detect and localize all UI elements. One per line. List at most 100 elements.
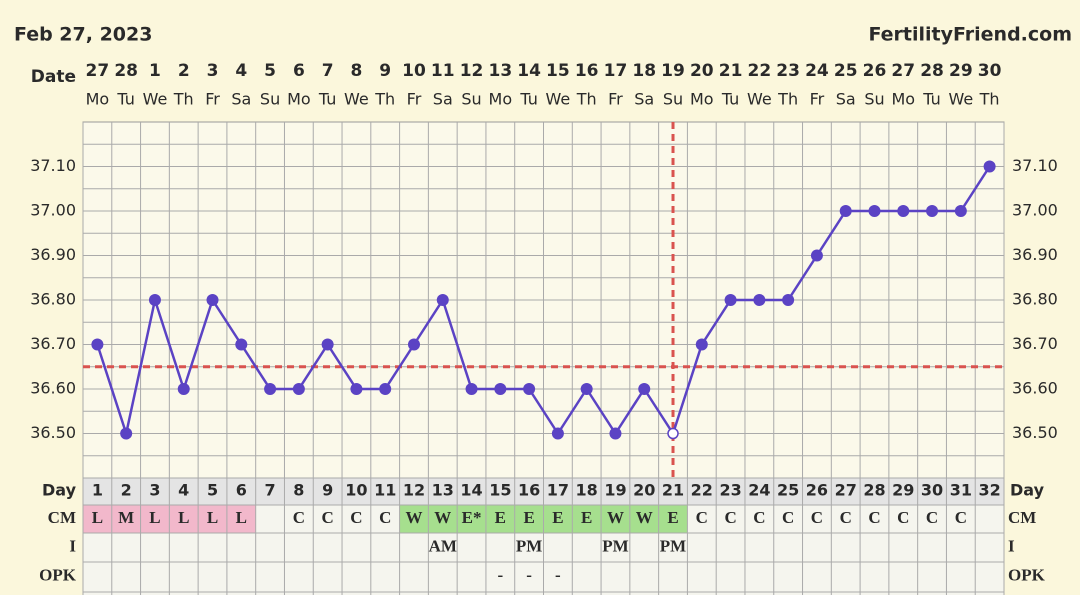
weekday: Mo [690,90,714,109]
day-number: 19 [604,481,626,500]
date: 27 [891,61,915,81]
cell-text: - [555,565,561,584]
day-number: 11 [374,481,396,500]
weekday: We [344,90,369,109]
y-tick-label: 37.10 [30,156,76,175]
cell-text: C [350,508,362,527]
day-number: 32 [978,481,1000,500]
cell-text: C [696,508,708,527]
temperature-point [350,383,363,395]
date: 8 [351,61,363,81]
cell-text: C [293,508,305,527]
weekday: Mo [891,90,915,109]
day-number: 22 [691,481,713,500]
day-number: 10 [345,481,367,500]
row-label-right: CM [1008,508,1036,527]
cell-text: W [607,508,624,527]
cm-highlight [572,505,602,533]
cell-text: E [552,508,563,527]
cm-highlight [658,505,688,533]
weekday: Su [461,90,481,109]
date: 4 [235,61,247,81]
cell-text: C [379,508,391,527]
cell-text: C [724,508,736,527]
date: 12 [460,61,484,81]
temperature-point [91,338,104,351]
cell-text: L [178,508,189,527]
temperature-point [609,427,622,440]
cell-text: C [753,508,765,527]
day-number: 17 [547,481,569,500]
cell-text: - [497,565,503,584]
date: 22 [748,61,772,81]
day-number: 12 [403,481,425,500]
temperature-point [954,205,967,217]
row-label: OPK [39,565,77,584]
y-tick-label-right: 36.80 [1012,290,1058,309]
cell-text: AM [429,536,457,555]
temperature-point [983,160,996,173]
date: 27 [86,61,110,81]
cell-text: E [667,508,678,527]
temperature-point [580,383,593,395]
day-number: 9 [322,481,333,500]
weekday: Fr [205,90,220,109]
weekday: Sa [836,90,856,109]
temperature-point [321,338,334,351]
cell-text: L [236,508,247,527]
date: 25 [834,61,858,81]
day-number: 2 [121,481,132,500]
weekday: Tu [116,90,134,109]
y-tick-label-right: 36.90 [1012,245,1058,264]
day-number: 16 [518,481,540,500]
day-label: Day [42,481,77,500]
cm-highlight [111,505,141,533]
temperature-point [379,383,392,395]
y-tick-label: 36.80 [30,290,76,309]
cm-highlight [226,505,256,533]
temperature-point [120,427,133,440]
weekday: Th [576,90,597,109]
temperature-point [753,294,766,306]
y-tick-label: 36.50 [30,423,76,442]
day-number: 29 [892,481,914,500]
y-tick-label-right: 37.00 [1012,201,1058,220]
cm-highlight [399,505,429,533]
day-number: 8 [293,481,304,500]
cm-highlight [457,505,486,533]
day-number: 4 [178,481,189,500]
date: 19 [661,61,685,81]
day-number: 24 [748,481,770,500]
weekday: Mo [287,90,311,109]
date: 16 [575,61,599,81]
weekday: Sa [231,90,251,109]
weekday: Sa [433,90,453,109]
temperature-point [667,427,679,440]
weekday: Su [864,90,884,109]
cell-text: PM [602,536,628,555]
date: 13 [488,61,512,81]
cm-highlight [543,505,573,533]
y-tick-label: 37.00 [30,201,76,220]
cell-text: M [118,508,134,527]
weekday: Th [777,90,798,109]
date: 15 [546,61,570,81]
weekday: Th [173,90,194,109]
weekday: Tu [519,90,537,109]
y-tick-label-right: 36.50 [1012,423,1058,442]
weekday: Fr [407,90,422,109]
temperature-point [407,338,420,351]
weekday: We [546,90,571,109]
cell-text: W [636,508,653,527]
cell-text: L [92,508,103,527]
row-label: CM [48,508,76,527]
date: 23 [776,61,800,81]
weekday: Th [374,90,395,109]
weekday: Su [663,90,683,109]
temperature-point [810,249,823,262]
y-tick-label-right: 36.60 [1012,379,1058,398]
weekday: Tu [922,90,940,109]
cell-text: C [811,508,823,527]
weekday: Tu [318,90,336,109]
date: 7 [322,61,334,81]
